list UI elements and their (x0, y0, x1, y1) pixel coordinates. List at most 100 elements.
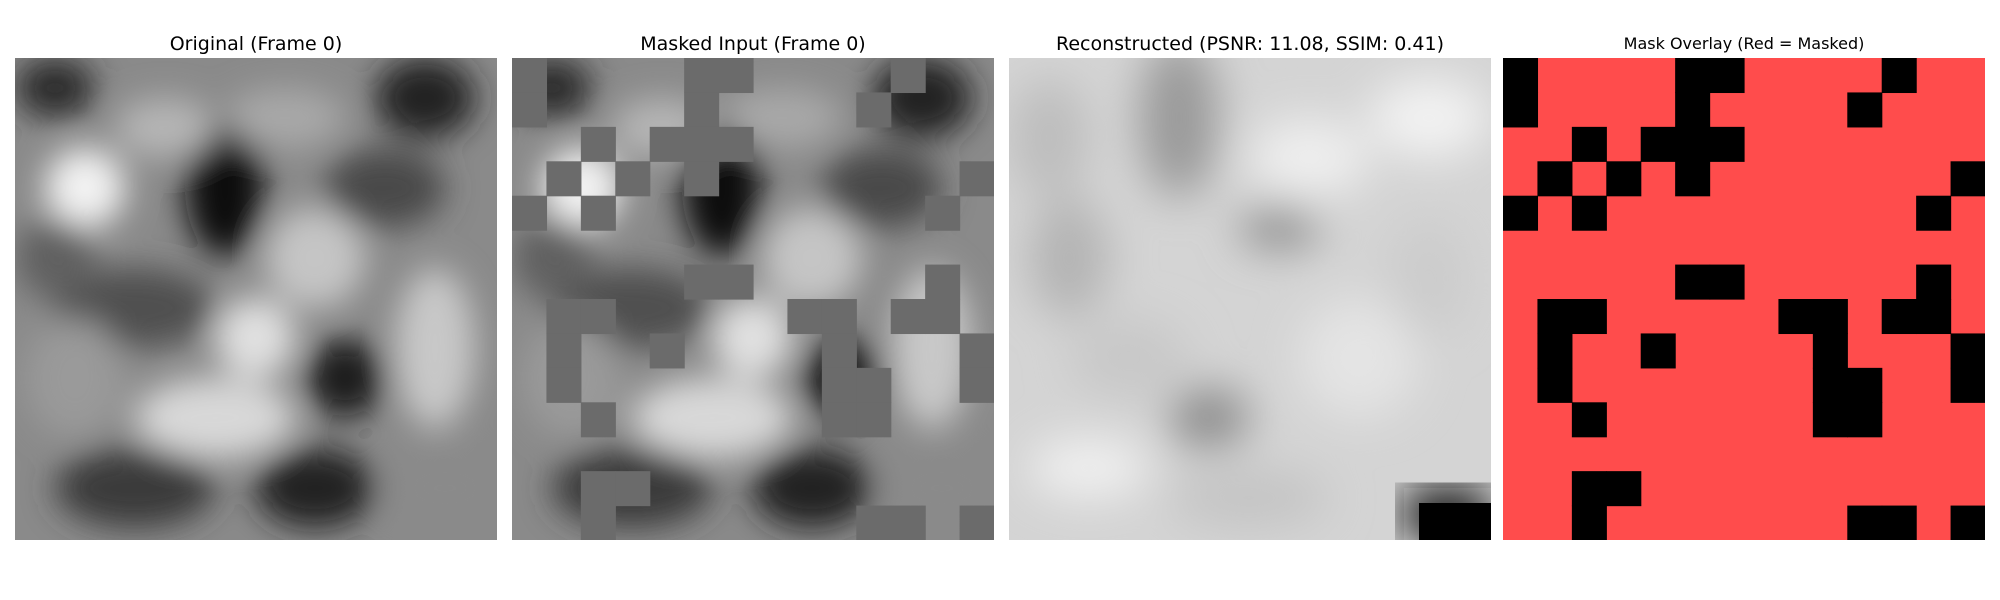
visible-patch-cell (1675, 126, 1711, 162)
visible-patch-cell (1950, 505, 1985, 540)
masked-patch-cell (925, 299, 961, 335)
masked-patch-cell (890, 299, 926, 335)
panel-masked-input: Masked Input (Frame 0) (512, 0, 994, 600)
visible-patch-cell (1675, 92, 1711, 128)
masked-patch-cell (959, 333, 994, 369)
masked-patch-cell (649, 126, 685, 162)
panel-title-original: Original (Frame 0) (169, 33, 343, 55)
visible-patch-cell (1537, 333, 1573, 369)
panel-reconstructed: Reconstructed (PSNR: 11.08, SSIM: 0.41) (1009, 0, 1491, 600)
masked-patch-cell (959, 367, 994, 403)
masked-patch-cell (925, 264, 961, 300)
visible-patch-cell (1606, 471, 1642, 507)
visible-patch-cell (1571, 402, 1607, 438)
masked-patch-cell (580, 195, 616, 231)
masked-patch-cell (890, 505, 926, 540)
visible-patch-cell (1778, 299, 1814, 335)
visible-patch-cell (1847, 367, 1883, 403)
visible-patch-cell (1675, 161, 1711, 197)
visible-patch-cell (1675, 58, 1711, 94)
visible-patch-cell (1571, 505, 1607, 540)
masked-patch-cell (512, 195, 548, 231)
mask-overlay-image (1503, 58, 1985, 540)
masked-patch-cell (684, 126, 720, 162)
panel-title-masked: Masked Input (Frame 0) (640, 33, 866, 55)
masked-patch-cell (615, 471, 651, 507)
original-frame-image (15, 58, 497, 540)
visible-patch-cell (1812, 299, 1848, 335)
visible-patch-cell (1709, 264, 1745, 300)
masked-patch-cell (580, 126, 616, 162)
masked-patch-cell (580, 471, 616, 507)
panel-original: Original (Frame 0) (15, 0, 497, 600)
visible-patch-cell (1881, 505, 1917, 540)
panel-title-reconstructed: Reconstructed (PSNR: 11.08, SSIM: 0.41) (1056, 33, 1444, 55)
visible-patch-cell (1847, 92, 1883, 128)
visible-patch-cell (1950, 333, 1985, 369)
visible-patch-cell (1881, 58, 1917, 94)
visible-patch-cell (1571, 471, 1607, 507)
masked-patch-cell (580, 299, 616, 335)
masked-patch-cell (580, 505, 616, 540)
masked-patch-cell (684, 58, 720, 94)
visible-patch-cell (1881, 299, 1917, 335)
masked-patch-cell (684, 92, 720, 128)
visible-patch-cell (1812, 333, 1848, 369)
masked-patch-cell (546, 161, 582, 197)
masked-patch-cell (959, 161, 994, 197)
visible-patch-cell (1950, 367, 1985, 403)
visible-patch-cell (1571, 195, 1607, 231)
masked-patch-cell (649, 333, 685, 369)
masked-patch-cell (787, 299, 823, 335)
masked-patch-cell (615, 161, 651, 197)
visible-patch-cell (1537, 299, 1573, 335)
masked-patch-cell (856, 367, 892, 403)
visible-patch-cell (1847, 505, 1883, 540)
reconstructed-image (1009, 58, 1491, 540)
visible-patch-cell (1640, 333, 1676, 369)
masked-patch-cell (821, 299, 857, 335)
masked-patch-cell (856, 402, 892, 438)
masked-input-image (512, 58, 994, 540)
masked-patch-cell (821, 402, 857, 438)
masked-patch-cell (890, 58, 926, 94)
visible-patch-cell (1537, 367, 1573, 403)
visible-patch-cell (1916, 264, 1952, 300)
masked-patch-cell (684, 161, 720, 197)
visible-patch-cell (1606, 161, 1642, 197)
mask-overlay-cells (1503, 58, 1985, 540)
visible-patch-cell (1847, 402, 1883, 438)
visible-patch-cell (1916, 195, 1952, 231)
masked-patch-cell (580, 402, 616, 438)
masked-patch-cell (856, 92, 892, 128)
masked-patch-cell (821, 333, 857, 369)
masked-patch-cell (718, 126, 754, 162)
masked-patch-cell (718, 264, 754, 300)
panel-title-overlay: Mask Overlay (Red = Masked) (1623, 34, 1865, 53)
masked-patches (512, 58, 994, 540)
masked-patch-cell (718, 58, 754, 94)
masked-patch-cell (925, 195, 961, 231)
masked-patch-cell (546, 299, 582, 335)
visible-patch-cell (1916, 299, 1952, 335)
visible-patch-cell (1503, 195, 1539, 231)
visible-patch-cell (1709, 126, 1745, 162)
visible-patch-cell (1503, 58, 1539, 94)
visible-patch-cell (1675, 264, 1711, 300)
visible-patch-cell (1640, 126, 1676, 162)
masked-patch-cell (512, 58, 548, 94)
masked-patch-cell (959, 505, 994, 540)
visible-patch-cell (1812, 402, 1848, 438)
masked-patch-cell (821, 367, 857, 403)
visible-patch-cell (1537, 161, 1573, 197)
visible-patch-cell (1812, 367, 1848, 403)
panel-mask-overlay: Mask Overlay (Red = Masked) (1503, 0, 1985, 600)
visible-patch-cell (1571, 126, 1607, 162)
visible-patch-cell (1503, 92, 1539, 128)
masked-patch-cell (546, 333, 582, 369)
masked-patch-cell (546, 367, 582, 403)
masked-patch-cell (856, 505, 892, 540)
masked-patch-cell (512, 92, 548, 128)
visible-patch-cell (1950, 161, 1985, 197)
